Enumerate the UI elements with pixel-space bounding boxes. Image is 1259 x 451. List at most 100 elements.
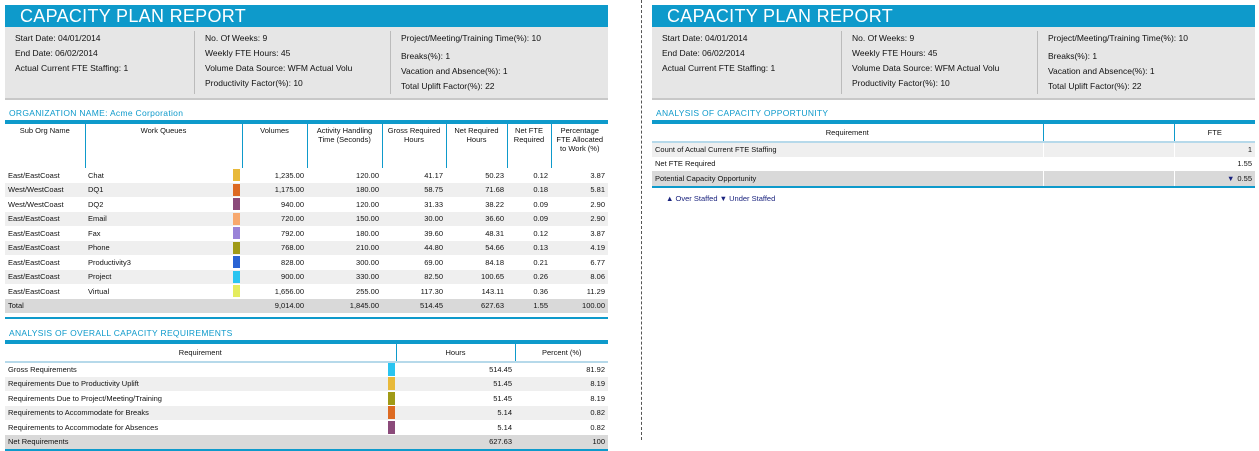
gross-cell: 82.50 <box>382 269 446 284</box>
total-row: Net Requirements 627.63 100 <box>5 434 609 449</box>
color-swatch <box>388 391 396 406</box>
total-row: Total 9,014.00 1,845.00 514.45 627.63 1.55 100… <box>5 298 608 313</box>
gross-cell: 31.33 <box>424 199 443 209</box>
pct-cell: 8.06 <box>551 269 608 284</box>
col-fte: FTE <box>1174 122 1255 143</box>
total-fte: 1.55 <box>507 298 551 313</box>
parameter-text: End Date: 06/02/2014 <box>15 48 98 58</box>
total-label: Total <box>5 298 85 313</box>
vol-cell: 792.00 <box>281 228 304 238</box>
requirement-cell: Requirements to Accommodate for Absences <box>8 422 159 432</box>
aht-cell: 210.00 <box>307 240 382 255</box>
percent-cell: 8.19 <box>590 393 606 403</box>
hours-cell: 5.14 <box>396 405 516 420</box>
color-swatch <box>388 362 396 377</box>
fte-cell: 0.09 <box>533 199 548 209</box>
fte-cell: 0.13 <box>507 240 551 255</box>
work-queue-cell: Productivity3 <box>88 257 131 267</box>
parameter-text: Start Date: 04/01/2014 <box>15 33 101 43</box>
pct-cell: 3.87 <box>590 228 605 238</box>
gross-cell: 58.75 <box>382 182 446 197</box>
table-row: East/EastCoast Productivity3 828.00 300.00 6… <box>5 255 608 270</box>
color-swatch <box>388 420 396 435</box>
parameter-text: End Date: 06/02/2014 <box>662 48 745 58</box>
net-cell: 36.60 <box>446 211 507 226</box>
vol-cell: 1,656.00 <box>274 286 304 296</box>
net-cell: 50.23 <box>485 170 504 180</box>
net-cell: 100.65 <box>446 269 507 284</box>
table-row: Requirements Due to Productivity Uplift 5… <box>5 376 609 391</box>
color-swatch <box>233 255 242 270</box>
total-aht: 1,845.00 <box>307 298 382 313</box>
table-row: Requirements Due to Project/Meeting/Trai… <box>5 391 608 406</box>
opportunity-heading: ANALYSIS OF CAPACITY OPPORTUNITY <box>656 108 829 118</box>
parameter-text: Weekly FTE Hours: 45 <box>852 48 938 58</box>
aht-cell: 330.00 <box>307 269 382 284</box>
column-header: Work Queues <box>85 122 243 168</box>
percent-cell: 0.82 <box>590 422 606 432</box>
color-swatch <box>233 269 242 284</box>
vol-cell: 1,235.00 <box>274 170 304 180</box>
total-net: 627.63 <box>446 298 507 313</box>
gross-cell: 41.17 <box>424 170 443 180</box>
aht-cell: 120.00 <box>356 199 379 209</box>
work-queue-table: Sub Org Name Work Queues Volumes Activity H… <box>5 120 608 313</box>
color-swatch <box>233 226 242 241</box>
fte-cell: 0.36 <box>533 286 548 296</box>
parameter-text: Project/Meeting/Training Time(%): 10 <box>1048 33 1188 43</box>
table-row: Count of Actual Current FTE Staffing 1 <box>652 142 1255 157</box>
color-swatch <box>233 182 242 197</box>
fte-cell: 0.26 <box>507 269 551 284</box>
net-cell: 54.66 <box>446 240 507 255</box>
parameter-text: Breaks(%): 1 <box>401 51 451 61</box>
requirement-cell: Requirements Due to Productivity Uplift <box>5 376 388 391</box>
net-cell: 143.11 <box>481 286 504 296</box>
table-row: Requirements to Accommodate for Breaks 5.… <box>5 405 609 420</box>
pct-cell: 11.29 <box>586 286 605 296</box>
aht-cell: 150.00 <box>307 211 382 226</box>
table-row: Potential Capacity Opportunity ▼ 0.55 <box>652 171 1255 186</box>
gross-cell: 117.30 <box>420 286 443 296</box>
work-queue-cell: Email <box>85 211 233 226</box>
parameter-text: Vacation and Absence(%): 1 <box>1048 66 1155 76</box>
table-row: East/EastCoast Project 900.00 330.00 82.50 10… <box>5 269 608 284</box>
column-header: Net FTE Required <box>507 122 552 168</box>
sub-org-cell: East/EastCoast <box>5 211 85 226</box>
parameter-text: Volume Data Source: WFM Actual Volu <box>852 63 1000 73</box>
color-swatch <box>233 197 242 212</box>
fte-cell-wrap: ▼ 0.55 <box>1174 171 1255 186</box>
triangle-down-icon: ▼ <box>1226 173 1235 183</box>
parameter-text: Total Uplift Factor(%): 22 <box>1048 81 1142 91</box>
work-queue-cell: Virtual <box>88 286 110 296</box>
vol-cell: 828.00 <box>281 257 304 267</box>
col-hours: Hours <box>396 342 516 363</box>
color-swatch <box>233 168 242 183</box>
work-queue-cell: Phone <box>85 240 233 255</box>
hours-cell: 51.45 <box>493 393 513 403</box>
table-row: East/EastCoast Virtual 1,656.00 255.00 117.3… <box>5 284 608 299</box>
parameter-text: Productivity Factor(%): 10 <box>205 78 303 88</box>
sub-org-cell: East/EastCoast <box>5 240 85 255</box>
fte-cell: 1.55 <box>1237 159 1252 169</box>
table-row: East/EastCoast Fax 792.00 180.00 39.60 48.31 0… <box>5 226 608 241</box>
parameter-text: Start Date: 04/01/2014 <box>662 33 748 43</box>
sub-org-cell: East/EastCoast <box>8 286 60 296</box>
table-row: East/EastCoast Chat 1,235.00 120.00 41.17 50.… <box>5 168 608 183</box>
requirement-cell: Gross Requirements <box>8 365 77 375</box>
total-vol: 9,014.00 <box>242 298 307 313</box>
fte-cell: 0.09 <box>507 211 551 226</box>
pct-cell: 5.81 <box>551 182 608 197</box>
fte-cell: 0.12 <box>533 170 548 180</box>
column-header: Gross Required Hours <box>382 122 447 168</box>
table-row: West/WestCoast DQ2 940.00 120.00 31.33 38.22 0… <box>5 197 608 212</box>
pct-cell: 2.90 <box>551 211 608 226</box>
sub-org-cell: East/EastCoast <box>8 228 60 238</box>
color-swatch <box>388 376 397 391</box>
fte-cell: 0.55 <box>1237 173 1252 183</box>
parameter-text: Actual Current FTE Staffing: 1 <box>15 63 129 73</box>
col-requirement: Requirement <box>652 122 1044 143</box>
sub-org-cell: East/EastCoast <box>8 170 60 180</box>
work-queue-cell: Fax <box>88 228 101 238</box>
net-cell: 48.31 <box>485 228 504 238</box>
table-row: East/EastCoast Phone 768.00 210.00 44.80 54.6… <box>5 240 608 255</box>
